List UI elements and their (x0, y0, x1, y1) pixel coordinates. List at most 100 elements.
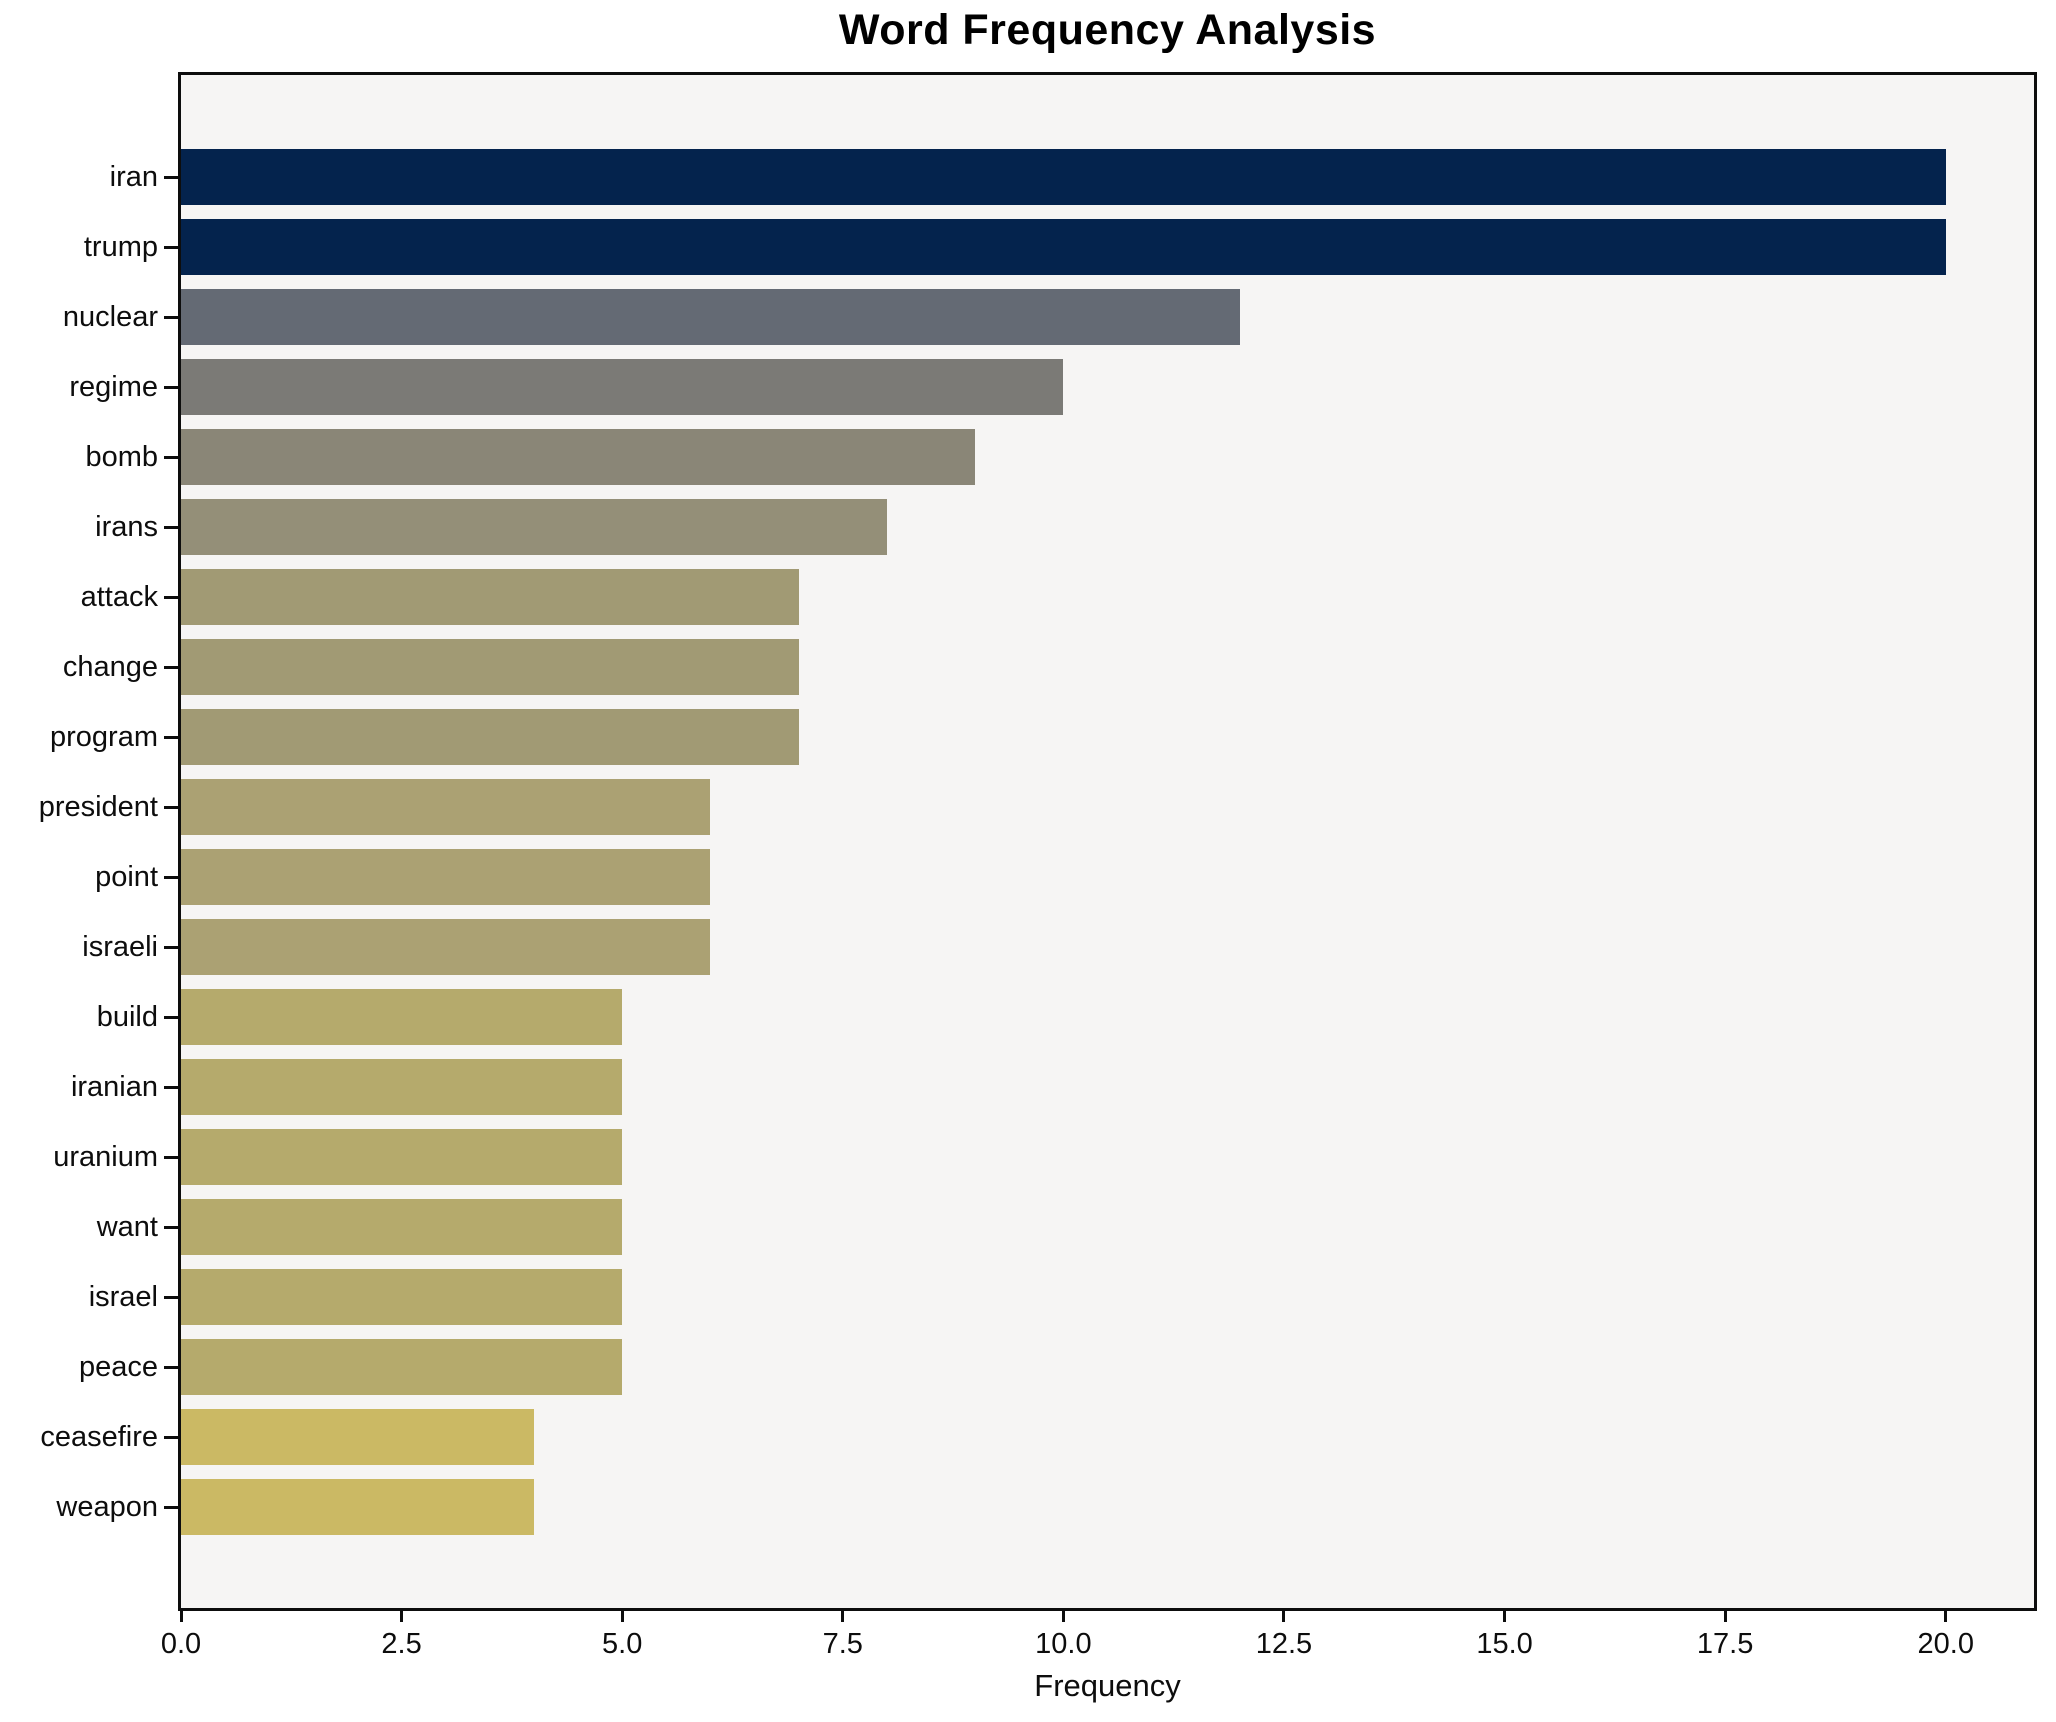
bar-row: ceasefire (40, 1402, 2034, 1472)
y-tick-label-irans: irans (95, 511, 158, 543)
bar-row: build (97, 982, 2034, 1052)
x-tick-label-20.0: 20.0 (1917, 1628, 1974, 1660)
y-tick-label-president: president (38, 791, 158, 823)
y-tick-label-change: change (62, 651, 158, 683)
y-tick-mark (164, 1435, 178, 1439)
bar-row: president (39, 772, 2034, 842)
y-tick-mark (164, 665, 178, 669)
x-tick-mark (179, 1608, 183, 1622)
y-tick-mark (164, 1155, 178, 1159)
y-tick-mark (164, 1295, 178, 1299)
x-tick-mark (841, 1608, 845, 1622)
bar-uranium (181, 1129, 623, 1185)
bar-change (181, 639, 799, 695)
y-tick-mark (164, 1505, 178, 1509)
x-tick-mark (400, 1608, 404, 1622)
y-tick-mark (164, 1225, 178, 1229)
bar-bomb (181, 429, 976, 485)
bar-want (181, 1199, 623, 1255)
bar-trump (181, 219, 1946, 275)
plot-area: iran trump nuclear regime bomb irans attack cha… (39, 72, 2037, 1660)
bar-row: iran (110, 142, 2034, 212)
bar-row: want (97, 1192, 2034, 1262)
y-tick-label-point: point (95, 861, 158, 893)
x-tick-label-2.5: 2.5 (381, 1628, 422, 1660)
y-tick-mark (164, 805, 178, 809)
bar-row: uranium (53, 1122, 2034, 1192)
bar-iran (181, 149, 1946, 205)
chart-title: Word Frequency Analysis (838, 6, 1377, 54)
y-tick-label-bomb: bomb (85, 441, 158, 473)
bar-row: trump (84, 212, 2034, 282)
y-tick-label-build: build (96, 1001, 158, 1033)
y-tick-mark (164, 175, 178, 179)
bar-regime (181, 359, 1064, 415)
y-tick-mark (164, 945, 178, 949)
bar-point (181, 849, 711, 905)
y-tick-label-israeli: israeli (82, 931, 158, 963)
y-tick-mark (164, 1085, 178, 1089)
bar-row: regime (69, 352, 2034, 422)
y-tick-mark (164, 525, 178, 529)
x-tick-label-0.0: 0.0 (160, 1628, 202, 1660)
x-tick-label-5.0: 5.0 (602, 1628, 643, 1660)
bar-row: iranian (71, 1052, 2034, 1122)
bar-build (181, 989, 623, 1045)
bar-row: israeli (82, 912, 2034, 982)
bar-weapon (181, 1479, 534, 1535)
bar-row: point (95, 842, 2034, 912)
x-tick-mark (1282, 1608, 1286, 1622)
bar-row: bomb (85, 422, 2034, 492)
bar-israel (181, 1269, 623, 1325)
y-tick-mark (164, 1015, 178, 1019)
x-tick-label-15.0: 15.0 (1476, 1628, 1533, 1660)
y-tick-label-nuclear: nuclear (62, 301, 158, 333)
y-tick-mark (164, 455, 178, 459)
bar-irans (181, 499, 887, 555)
y-tick-label-iran: iran (109, 161, 158, 193)
bar-iranian (181, 1059, 623, 1115)
y-tick-label-want: want (96, 1211, 158, 1243)
y-tick-mark (164, 595, 178, 599)
x-tick-label-17.5: 17.5 (1696, 1628, 1754, 1660)
y-tick-label-trump: trump (83, 231, 158, 263)
bar-row: israel (89, 1262, 2034, 1332)
bar-row: program (50, 702, 2034, 772)
bar-row: change (63, 632, 2034, 702)
x-tick-label-10.0: 10.0 (1035, 1628, 1092, 1660)
bar-row: irans (95, 492, 2034, 562)
y-tick-mark (164, 245, 178, 249)
bar-israeli (181, 919, 711, 975)
y-tick-label-program: program (50, 721, 158, 753)
bar-row: peace (79, 1332, 2034, 1402)
y-tick-label-peace: peace (78, 1351, 158, 1383)
x-tick-mark (1503, 1608, 1507, 1622)
x-tick-mark (620, 1608, 624, 1622)
bar-row: attack (81, 562, 2034, 632)
y-tick-label-iranian: iranian (70, 1071, 158, 1103)
x-tick-mark (1944, 1608, 1948, 1622)
y-tick-label-regime: regime (69, 371, 158, 403)
y-tick-mark (164, 385, 178, 389)
y-tick-label-ceasefire: ceasefire (40, 1421, 158, 1453)
bar-nuclear (181, 289, 1240, 345)
y-tick-label-israel: israel (88, 1281, 158, 1313)
y-tick-mark (164, 735, 178, 739)
bar-row: nuclear (63, 282, 2034, 352)
bar-ceasefire (181, 1409, 534, 1465)
y-tick-label-attack: attack (80, 581, 158, 613)
x-tick-label-12.5: 12.5 (1255, 1628, 1313, 1660)
bar-president (181, 779, 711, 835)
bar-row: weapon (56, 1472, 2034, 1542)
bar-attack (181, 569, 799, 625)
bar-peace (181, 1339, 623, 1395)
x-tick-mark (1061, 1608, 1065, 1622)
bar-program (181, 709, 799, 765)
x-tick-mark (1723, 1608, 1727, 1622)
y-tick-mark (164, 1365, 178, 1369)
y-tick-label-weapon: weapon (56, 1491, 158, 1523)
x-axis-label: Frequency (1034, 1668, 1181, 1703)
y-tick-mark (164, 315, 178, 319)
y-tick-label-uranium: uranium (53, 1141, 158, 1173)
